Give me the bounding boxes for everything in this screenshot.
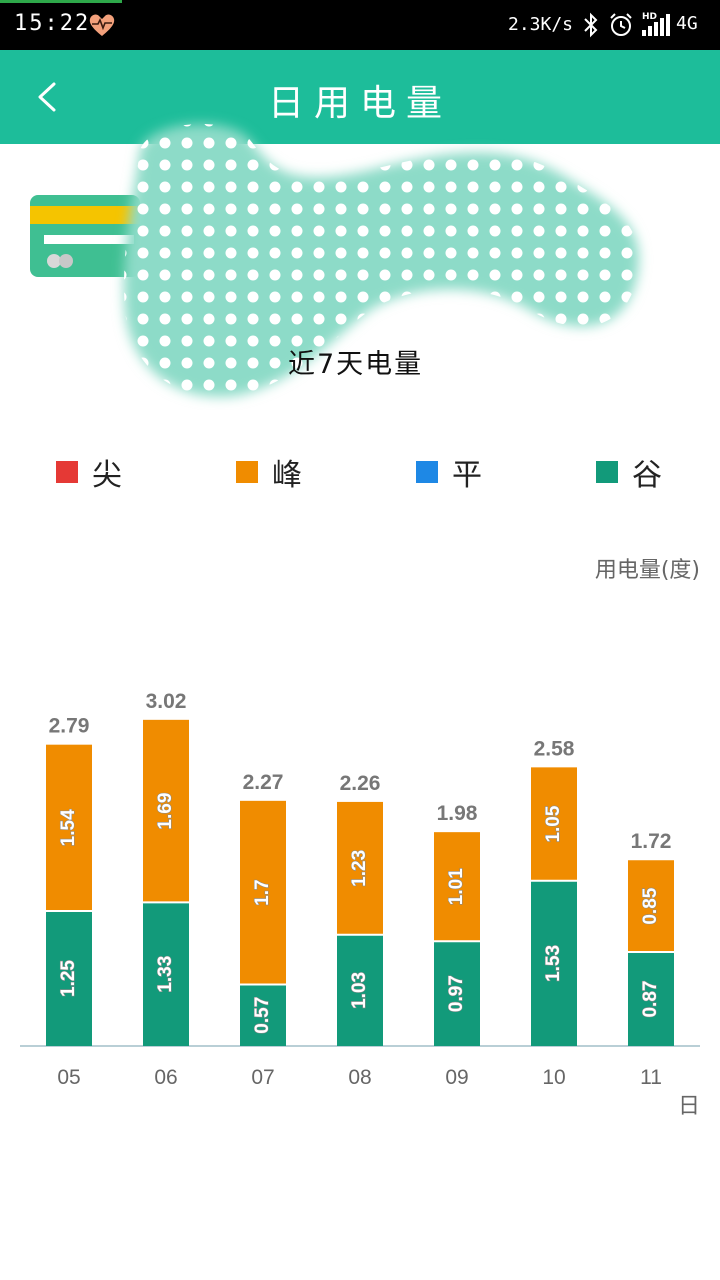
legend-label: 谷 — [632, 458, 662, 493]
bar-segment — [337, 934, 383, 1046]
bar-total-label: 1.98 — [437, 802, 478, 825]
legend-label: 峰 — [272, 458, 302, 493]
cell-signal-icon: HD — [640, 10, 672, 42]
bar-segment — [143, 719, 189, 903]
bar-segment — [143, 902, 189, 1046]
page-title: 日用电量 — [267, 83, 452, 124]
segment-value-label: 1.69 — [155, 793, 176, 830]
decorative-dotted-blob — [123, 123, 639, 397]
legend-label: 平 — [452, 458, 482, 493]
legend-item-feng: 峰 — [236, 452, 302, 493]
stacked-bar-chart: 1.25 1.54 2.79 05 1.33 1.69 3.02 06 0.57 1.7 2.27 0… — [20, 690, 700, 1089]
x-tick-label: 07 — [251, 1066, 274, 1089]
segment-value-label: 1.05 — [543, 805, 564, 842]
legend-swatch — [56, 461, 78, 483]
legend-swatch — [596, 461, 618, 483]
network-speed: 2.3K/s — [508, 14, 574, 35]
x-tick-label: 05 — [57, 1066, 80, 1089]
chevron-left-icon — [38, 82, 56, 112]
segment-value-label: 0.87 — [640, 981, 661, 1018]
segment-value-label: 1.53 — [543, 945, 564, 982]
bar-segment — [531, 767, 577, 881]
bar-segment — [240, 800, 286, 985]
bar-segment — [434, 832, 480, 942]
bar-total-label: 2.79 — [49, 715, 90, 738]
segment-value-label: 1.54 — [58, 809, 79, 846]
bar-total-label: 1.72 — [631, 830, 672, 853]
y-axis-unit-label: 用电量(度) — [594, 558, 700, 583]
svg-text:HD: HD — [642, 12, 657, 22]
network-type: 4G — [676, 13, 698, 34]
bar-total-label: 2.27 — [243, 771, 284, 794]
bar-segment — [240, 984, 286, 1046]
status-progress-indicator — [0, 0, 122, 3]
legend-item-ping: 平 — [416, 452, 482, 493]
segment-value-label: 1.33 — [155, 956, 176, 993]
bar-segment — [434, 941, 480, 1046]
bar-segment — [337, 801, 383, 935]
status-time: 15:22 — [14, 11, 91, 36]
bluetooth-icon — [582, 12, 600, 42]
segment-value-label: 1.7 — [252, 879, 273, 905]
app-bar: 日用电量 — [0, 50, 720, 144]
legend-swatch — [416, 461, 438, 483]
x-tick-label: 06 — [154, 1066, 177, 1089]
alarm-clock-icon — [608, 12, 634, 42]
x-tick-label: 10 — [542, 1066, 565, 1089]
segment-value-label: 0.85 — [640, 887, 661, 924]
x-tick-label: 11 — [640, 1066, 662, 1089]
electricity-card-icon — [30, 195, 140, 281]
legend-item-jian: 尖 — [56, 452, 122, 493]
x-tick-label: 08 — [348, 1066, 371, 1089]
segment-value-label: 0.57 — [252, 997, 273, 1034]
legend-swatch — [236, 461, 258, 483]
back-button[interactable] — [26, 72, 76, 122]
legend-item-gu: 谷 — [596, 452, 662, 493]
bar-segment — [628, 952, 674, 1046]
status-bar: 15:22 2.3K/s HD 4G — [0, 0, 720, 50]
section-title: 近7天电量 — [288, 349, 424, 380]
segment-value-label: 0.97 — [446, 975, 467, 1012]
bar-segment — [628, 860, 674, 953]
heart-rate-icon — [88, 12, 116, 42]
bar-total-label: 3.02 — [146, 690, 187, 713]
bar-total-label: 2.58 — [534, 737, 575, 760]
segment-value-label: 1.03 — [349, 972, 370, 1009]
bar-total-label: 2.26 — [340, 772, 381, 795]
legend-label: 尖 — [92, 458, 122, 493]
segment-value-label: 1.23 — [349, 850, 370, 887]
segment-value-label: 1.01 — [446, 868, 467, 905]
x-tick-label: 09 — [445, 1066, 468, 1089]
bar-segment — [46, 744, 92, 911]
segment-value-label: 1.25 — [58, 960, 79, 997]
bar-segment — [46, 911, 92, 1046]
x-axis-unit-label: 日 — [678, 1094, 701, 1119]
bar-segment — [531, 880, 577, 1046]
